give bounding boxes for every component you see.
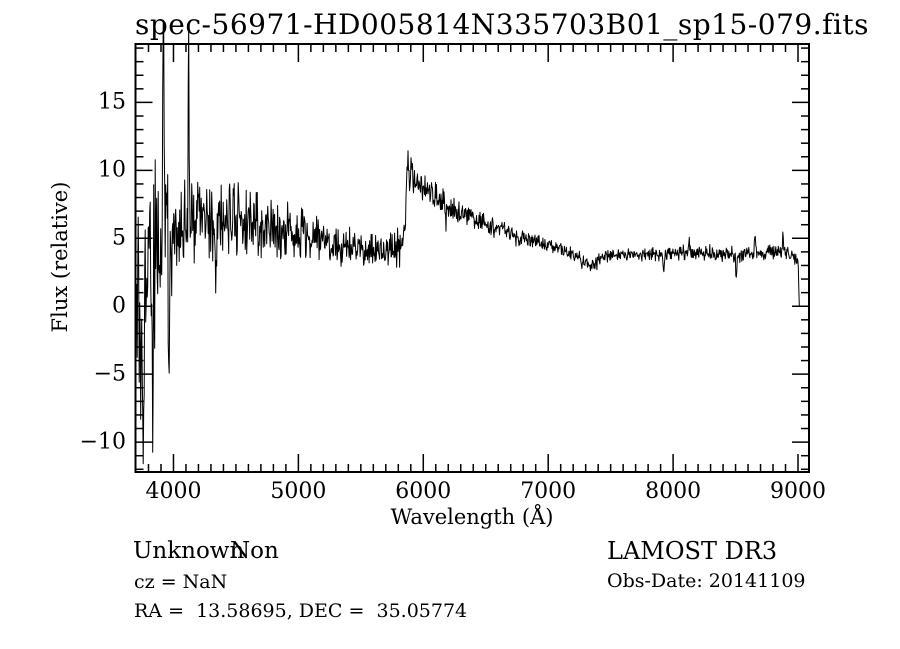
x-tick-label: 8000 <box>645 479 702 504</box>
plot-title: spec-56971-HD005814N335703B01_sp15-079.f… <box>135 8 870 41</box>
x-axis-label: Wavelength (Å) <box>390 505 554 529</box>
plot-frame <box>134 43 810 473</box>
y-tick-label: 5 <box>112 225 126 251</box>
x-tick-label: 4000 <box>145 479 202 504</box>
y-tick-label: −5 <box>93 361 126 387</box>
x-tick-label: 7000 <box>520 479 577 504</box>
x-tick-label: 9000 <box>770 479 826 504</box>
subclass-label: Non <box>230 538 279 564</box>
x-tick-label: 5000 <box>270 479 327 504</box>
obs-date-text: Obs-Date: 20141109 <box>607 570 806 592</box>
cz-value-text: cz = NaN <box>134 571 228 593</box>
y-axis-label: Flux (relative) <box>48 181 72 333</box>
spectrum-flux-line <box>135 23 800 465</box>
y-tick-label: −10 <box>79 429 126 455</box>
classification-label: Unknown <box>133 538 245 564</box>
y-tick-label: 0 <box>112 293 126 319</box>
x-tick-label: 6000 <box>395 479 452 504</box>
y-tick-label: 15 <box>98 89 126 115</box>
axis-tick-marks <box>135 44 809 472</box>
survey-release-label: LAMOST DR3 <box>607 537 778 565</box>
y-tick-label: 10 <box>98 157 126 183</box>
ra-dec-text: RA = 13.58695, DEC = 35.05774 <box>134 600 468 622</box>
